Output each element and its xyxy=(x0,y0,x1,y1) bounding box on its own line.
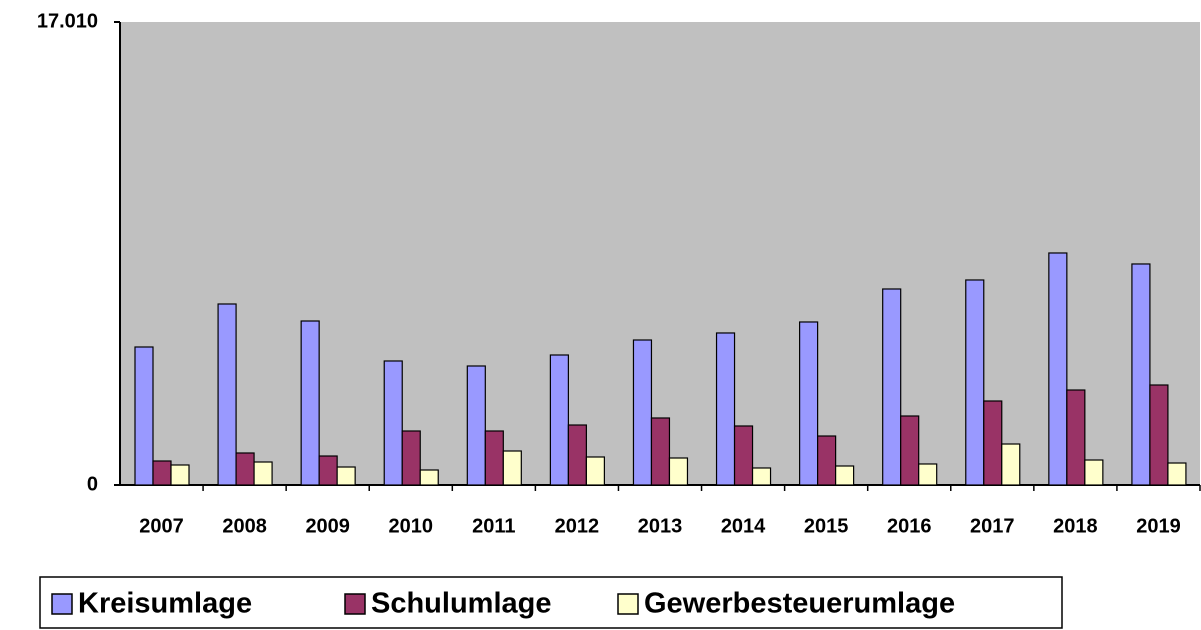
bar xyxy=(632,339,653,486)
bar xyxy=(401,430,421,486)
legend-label: Schulumlage xyxy=(371,588,552,620)
x-tick-label: 2012 xyxy=(555,515,600,537)
bar xyxy=(715,332,736,486)
bar xyxy=(918,463,938,486)
legend-swatch xyxy=(344,593,366,615)
legend-label: Kreisumlage xyxy=(78,588,252,620)
bar xyxy=(466,365,486,486)
bar xyxy=(419,469,439,486)
x-tick-label: 2019 xyxy=(1136,515,1181,537)
x-tick-label: 2007 xyxy=(139,515,184,537)
bar xyxy=(799,321,819,486)
x-tick-label: 2011 xyxy=(472,515,515,537)
x-tick-label: 2010 xyxy=(389,515,434,537)
bar xyxy=(733,425,754,486)
bar xyxy=(152,460,172,486)
bar xyxy=(336,466,356,486)
bar xyxy=(134,346,154,486)
bar xyxy=(835,465,855,486)
bar xyxy=(983,400,1003,486)
bar xyxy=(300,320,320,486)
bar xyxy=(170,464,190,486)
bar xyxy=(1149,384,1169,486)
bar xyxy=(1131,263,1151,486)
bar xyxy=(1167,462,1187,486)
x-tick-label: 2014 xyxy=(721,515,766,537)
bar xyxy=(1084,459,1104,486)
bar xyxy=(882,288,902,486)
bar xyxy=(567,424,587,486)
bar xyxy=(318,455,338,486)
x-tick-label: 2016 xyxy=(887,515,932,537)
x-tick-label: 2017 xyxy=(970,515,1015,537)
legend-box xyxy=(39,576,1063,629)
x-tick-label: 2013 xyxy=(638,515,683,537)
bar xyxy=(383,360,403,486)
bar xyxy=(484,430,504,486)
bar xyxy=(235,452,255,486)
legend-label: Gewerbesteuerumlage xyxy=(644,588,955,620)
legend-swatch xyxy=(617,593,639,615)
bar xyxy=(1048,252,1068,486)
legend-swatch xyxy=(51,593,73,615)
y-tick-label: 0 xyxy=(87,473,98,495)
bar xyxy=(965,279,985,486)
bar xyxy=(549,354,569,486)
plot-area xyxy=(120,22,1200,485)
bar xyxy=(900,415,920,486)
x-tick-label: 2018 xyxy=(1053,515,1098,537)
x-tick-label: 2008 xyxy=(222,515,267,537)
x-tick-label: 2009 xyxy=(305,515,350,537)
bar xyxy=(253,461,273,486)
y-tick-label: 17.010 xyxy=(37,10,98,32)
bar xyxy=(585,456,605,486)
x-tick-label: 2015 xyxy=(804,515,849,537)
bar xyxy=(217,303,237,486)
bar xyxy=(817,435,837,486)
bar xyxy=(650,417,671,486)
bar xyxy=(1001,443,1021,486)
bar xyxy=(502,450,522,486)
bar xyxy=(668,457,689,486)
bar xyxy=(1066,389,1086,486)
bar xyxy=(751,467,772,486)
